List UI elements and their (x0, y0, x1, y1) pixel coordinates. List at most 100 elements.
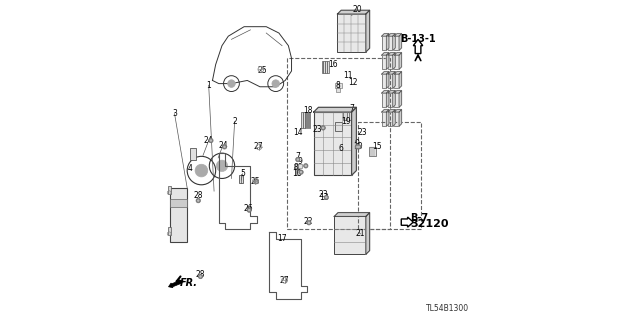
Bar (388, 36, 393, 50)
Text: TL54B1300: TL54B1300 (426, 304, 468, 313)
Bar (381, 36, 387, 50)
Circle shape (198, 274, 203, 279)
Bar (369, 147, 376, 156)
Circle shape (222, 145, 227, 149)
Bar (344, 112, 347, 120)
Circle shape (196, 198, 200, 203)
Polygon shape (387, 71, 389, 88)
Bar (388, 112, 393, 126)
Bar (339, 83, 342, 88)
Text: 16: 16 (328, 60, 337, 69)
Bar (303, 112, 305, 128)
Polygon shape (394, 53, 401, 55)
Bar (307, 112, 308, 128)
Polygon shape (393, 33, 396, 50)
Bar (358, 122, 421, 229)
Bar (321, 62, 323, 72)
Bar (394, 36, 399, 50)
Polygon shape (388, 71, 396, 74)
Bar (168, 186, 171, 194)
Text: 21: 21 (356, 229, 365, 238)
Text: 2: 2 (232, 117, 237, 126)
FancyArrow shape (413, 39, 423, 54)
Text: 13: 13 (319, 193, 329, 202)
Bar (381, 55, 387, 69)
Bar (296, 170, 300, 175)
Text: 25: 25 (258, 66, 268, 75)
Polygon shape (394, 33, 401, 36)
Bar (381, 93, 387, 107)
Polygon shape (314, 107, 356, 112)
Text: 10: 10 (353, 142, 363, 151)
Text: 28: 28 (193, 191, 203, 200)
Circle shape (247, 208, 252, 212)
Polygon shape (394, 71, 401, 74)
Text: 27: 27 (254, 142, 264, 151)
Bar (170, 188, 187, 242)
Circle shape (355, 145, 360, 149)
Polygon shape (388, 53, 396, 55)
Circle shape (210, 139, 212, 142)
Text: 9: 9 (297, 157, 302, 166)
Circle shape (223, 145, 226, 148)
Text: 22: 22 (303, 217, 313, 226)
Bar (394, 74, 399, 88)
Text: 1: 1 (206, 81, 211, 90)
Text: 4: 4 (188, 165, 193, 174)
Text: 3: 3 (172, 109, 177, 118)
Bar (388, 55, 393, 69)
Polygon shape (381, 91, 389, 93)
Text: 26: 26 (243, 204, 253, 213)
Polygon shape (351, 107, 356, 175)
Text: B-7: B-7 (410, 213, 428, 223)
Bar (287, 58, 390, 229)
Text: 6: 6 (338, 144, 343, 153)
Text: 7: 7 (349, 104, 354, 113)
Circle shape (272, 80, 280, 87)
Bar (381, 74, 387, 88)
Text: 5: 5 (240, 169, 245, 178)
Text: 19: 19 (341, 117, 351, 126)
Bar (170, 199, 187, 207)
Polygon shape (388, 33, 396, 36)
Bar (388, 74, 393, 88)
Text: 24: 24 (218, 141, 228, 150)
Circle shape (209, 138, 213, 143)
Polygon shape (399, 71, 401, 88)
Bar (394, 55, 399, 69)
Text: 11: 11 (343, 71, 353, 80)
Bar (305, 112, 307, 128)
Polygon shape (399, 91, 401, 107)
Circle shape (356, 145, 361, 149)
Polygon shape (388, 91, 396, 93)
Circle shape (305, 165, 307, 167)
Text: 8: 8 (336, 81, 340, 90)
Circle shape (195, 164, 208, 177)
Text: 9: 9 (355, 139, 360, 148)
Text: 20: 20 (352, 5, 362, 14)
Circle shape (254, 179, 259, 184)
Text: 14: 14 (294, 128, 303, 137)
Text: 10: 10 (292, 169, 301, 178)
Circle shape (324, 195, 328, 200)
Bar (334, 216, 366, 254)
Bar (381, 112, 387, 126)
Text: 25: 25 (250, 176, 260, 186)
Circle shape (199, 275, 202, 278)
Polygon shape (393, 53, 396, 69)
Circle shape (356, 145, 358, 148)
Text: 8: 8 (293, 163, 298, 172)
Text: 7: 7 (296, 152, 300, 161)
Polygon shape (381, 109, 389, 112)
Bar (394, 93, 399, 107)
Polygon shape (337, 10, 370, 14)
Polygon shape (381, 53, 389, 55)
Circle shape (300, 171, 302, 174)
Polygon shape (381, 33, 389, 36)
Circle shape (296, 157, 300, 162)
Polygon shape (394, 91, 401, 93)
Polygon shape (399, 33, 401, 50)
Polygon shape (399, 109, 401, 126)
Polygon shape (387, 33, 389, 50)
Polygon shape (366, 10, 370, 52)
